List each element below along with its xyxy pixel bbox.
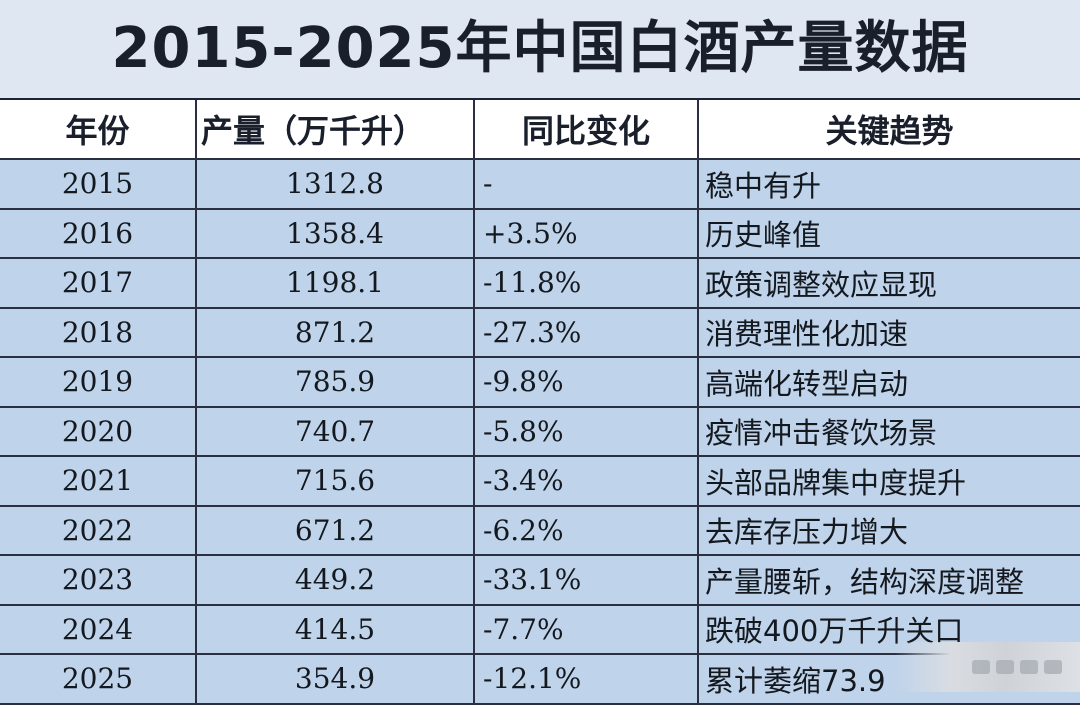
cell-trend: 头部品牌集中度提升 <box>698 456 1080 507</box>
table-row: 2019 785.9 -9.8% 高端化转型启动 <box>0 357 1080 408</box>
cell-trend: 政策调整效应显现 <box>698 258 1080 309</box>
cell-trend: 稳中有升 <box>698 159 1080 210</box>
cell-trend: 产量腰斩，结构深度调整 <box>698 555 1080 606</box>
cell-yoy: -27.3% <box>474 307 699 358</box>
table-row: 2022 671.2 -6.2% 去库存压力增大 <box>0 505 1080 556</box>
title-bar: 2015-2025年中国白酒产量数据 <box>0 0 1080 100</box>
cell-yoy: - <box>474 159 699 210</box>
cell-yoy: -11.8% <box>474 258 699 309</box>
watermark-block <box>996 660 1014 674</box>
watermark-block <box>972 660 990 674</box>
cell-yoy: +3.5% <box>474 208 699 259</box>
cell-trend: 消费理性化加速 <box>698 307 1080 358</box>
table-row: 2020 740.7 -5.8% 疫情冲击餐饮场景 <box>0 406 1080 457</box>
cell-year: 2019 <box>0 357 197 408</box>
cell-year: 2015 <box>0 159 197 210</box>
cell-trend: 疫情冲击餐饮场景 <box>698 406 1080 457</box>
cell-yoy: -6.2% <box>474 505 699 556</box>
cell-production: 449.2 <box>196 555 475 606</box>
cell-year: 2017 <box>0 258 197 309</box>
cell-trend: 去库存压力增大 <box>698 505 1080 556</box>
header-trend: 关键趋势 <box>698 100 1080 160</box>
cell-production: 715.6 <box>196 456 475 507</box>
cell-production: 1358.4 <box>196 208 475 259</box>
cell-year: 2021 <box>0 456 197 507</box>
production-table: 年份 产量（万千升） 同比变化 关键趋势 2015 1312.8 - 稳中有升 … <box>0 100 1080 705</box>
cell-production: 1312.8 <box>196 159 475 210</box>
cell-production: 785.9 <box>196 357 475 408</box>
cell-production: 354.9 <box>196 654 475 705</box>
watermark-block <box>1044 660 1062 674</box>
header-year: 年份 <box>0 100 197 160</box>
cell-year: 2020 <box>0 406 197 457</box>
cell-year: 2025 <box>0 654 197 705</box>
cell-year: 2018 <box>0 307 197 358</box>
cell-yoy: -9.8% <box>474 357 699 408</box>
cell-trend: 高端化转型启动 <box>698 357 1080 408</box>
table-row: 2018 871.2 -27.3% 消费理性化加速 <box>0 307 1080 358</box>
watermark-blur <box>895 642 1080 692</box>
table-row: 2021 715.6 -3.4% 头部品牌集中度提升 <box>0 456 1080 507</box>
cell-year: 2023 <box>0 555 197 606</box>
cell-trend: 历史峰值 <box>698 208 1080 259</box>
cell-yoy: -3.4% <box>474 456 699 507</box>
cell-production: 414.5 <box>196 604 475 655</box>
table-row: 2015 1312.8 - 稳中有升 <box>0 159 1080 210</box>
cell-year: 2016 <box>0 208 197 259</box>
cell-trend: 跌破400万千升关口 <box>698 604 1080 655</box>
table-row: 2016 1358.4 +3.5% 历史峰值 <box>0 208 1080 259</box>
cell-yoy: -33.1% <box>474 555 699 606</box>
cell-yoy: -12.1% <box>474 654 699 705</box>
header-yoy: 同比变化 <box>474 100 699 160</box>
cell-yoy: -5.8% <box>474 406 699 457</box>
cell-yoy: -7.7% <box>474 604 699 655</box>
cell-year: 2024 <box>0 604 197 655</box>
cell-production: 740.7 <box>196 406 475 457</box>
header-row: 年份 产量（万千升） 同比变化 关键趋势 <box>0 100 1080 160</box>
header-production: 产量（万千升） <box>196 100 475 160</box>
cell-year: 2022 <box>0 505 197 556</box>
cell-production: 871.2 <box>196 307 475 358</box>
watermark-block <box>1020 660 1038 674</box>
table-row: 2017 1198.1 -11.8% 政策调整效应显现 <box>0 258 1080 309</box>
table-row: 2023 449.2 -33.1% 产量腰斩，结构深度调整 <box>0 555 1080 606</box>
cell-production: 1198.1 <box>196 258 475 309</box>
page-title: 2015-2025年中国白酒产量数据 <box>111 15 969 81</box>
table-row: 2024 414.5 -7.7% 跌破400万千升关口 <box>0 604 1080 655</box>
cell-production: 671.2 <box>196 505 475 556</box>
